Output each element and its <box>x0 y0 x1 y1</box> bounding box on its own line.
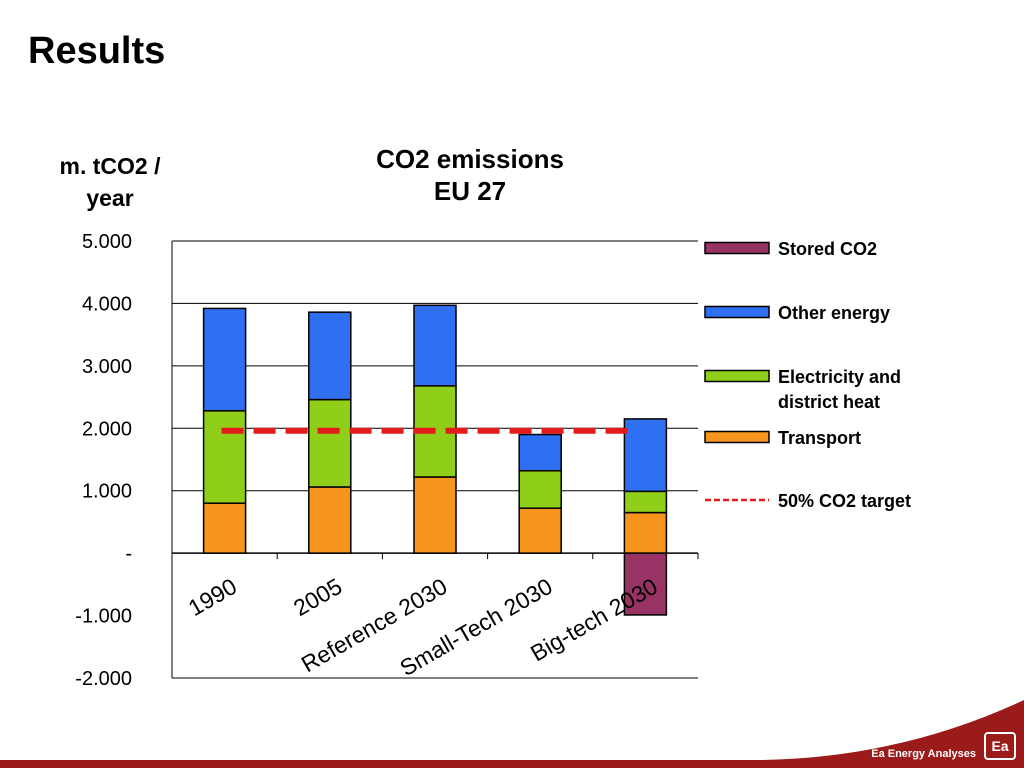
y-tick-label: 1.000 <box>82 481 132 503</box>
bar-segment-other_energy <box>518 433 562 472</box>
bar-segment-transport <box>518 507 562 554</box>
footer-company-name: Ea Energy Analyses <box>871 748 976 760</box>
bar-segment-stored_co2 <box>623 552 668 616</box>
bar-segment-electricity <box>202 410 247 504</box>
bar-segment-other_energy <box>308 311 352 401</box>
y-tick-label: 5.000 <box>82 231 132 253</box>
bar-segment-other_energy <box>413 304 457 387</box>
company-logo-icon: Ea <box>984 732 1016 760</box>
co2-emissions-chart: 5.000 4.000 3.000 2.000 1.000 - -1.000 -2.000 19… <box>75 231 911 690</box>
bar-segment-electricity <box>308 398 352 488</box>
y-tick-label: 3.000 <box>82 356 132 378</box>
footer-bar <box>0 760 1024 768</box>
legend-label: Transport <box>778 428 861 448</box>
bar-segment-other_energy <box>623 418 668 493</box>
y-tick-label: -1.000 <box>75 606 132 628</box>
chart-title: CO2 emissions EU 27 <box>320 143 620 207</box>
legend-label: district heat <box>778 392 880 412</box>
x-tick-label: 1990 <box>184 573 241 621</box>
legend-swatch-transport <box>704 430 770 444</box>
chart-title-line-1: CO2 emissions <box>376 144 564 174</box>
legend-swatch-other_energy <box>704 305 770 319</box>
legend-label: Electricity and <box>778 367 901 387</box>
bar-segment-electricity <box>623 490 668 514</box>
y-tick-label: -2.000 <box>75 668 132 690</box>
slide-title: Results <box>28 30 166 72</box>
y-tick-label: 2.000 <box>82 418 132 440</box>
bar-segment-transport <box>308 486 352 554</box>
bar-segment-other_energy <box>202 307 247 412</box>
legend-swatch-stored_co2 <box>704 241 770 255</box>
y-axis-label-line-1: m. tCO2 / <box>59 153 161 179</box>
y-axis-label-line-2: year <box>86 185 134 211</box>
x-tick-label: 2005 <box>289 573 346 621</box>
y-tick-label: 4.000 <box>82 293 132 315</box>
legend-label: 50% CO2 target <box>778 491 911 511</box>
bar-segment-transport <box>413 476 457 554</box>
chart-title-line-2: EU 27 <box>433 176 507 206</box>
y-tick-label: - <box>125 543 132 565</box>
legend-label: Other energy <box>778 303 890 323</box>
bar-segment-transport <box>202 502 247 554</box>
bar-segment-electricity <box>518 469 562 509</box>
legend-label: Stored CO2 <box>778 239 877 259</box>
bar-segment-transport <box>623 511 668 554</box>
y-axis-label: m. tCO2 / year <box>40 150 180 214</box>
legend-swatch-electricity <box>704 369 770 383</box>
